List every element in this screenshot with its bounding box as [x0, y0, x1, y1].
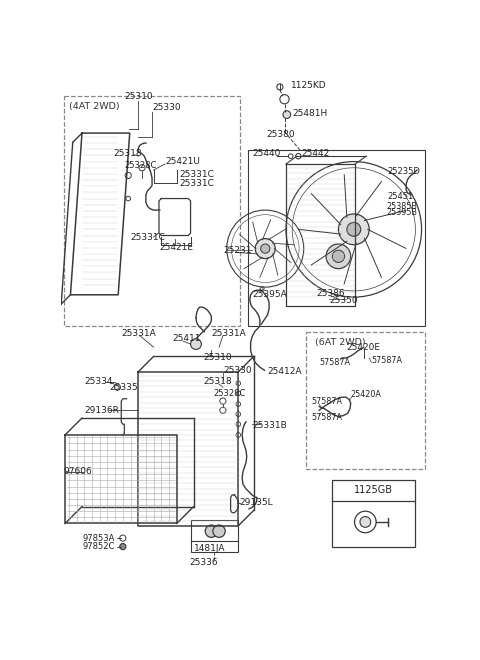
Text: 57587A: 57587A: [372, 356, 403, 365]
Text: 25440: 25440: [252, 149, 280, 158]
Text: 57587A: 57587A: [312, 397, 342, 405]
Text: 1125KD: 1125KD: [291, 81, 326, 90]
Text: 25412A: 25412A: [267, 368, 302, 376]
Text: 25331C: 25331C: [131, 232, 166, 242]
Text: 25336: 25336: [189, 558, 218, 567]
Bar: [248, 150, 425, 325]
Text: 25380: 25380: [266, 130, 295, 139]
Circle shape: [338, 214, 369, 245]
Circle shape: [220, 407, 226, 413]
Text: 25420A: 25420A: [350, 391, 381, 399]
Circle shape: [255, 239, 275, 259]
Text: 25318: 25318: [114, 149, 142, 158]
Text: 25420E: 25420E: [346, 343, 380, 352]
Circle shape: [296, 154, 301, 159]
Text: 25310: 25310: [204, 354, 232, 362]
Circle shape: [191, 339, 201, 350]
Text: 25328C: 25328C: [214, 389, 246, 398]
Text: 29136R: 29136R: [84, 406, 119, 414]
Text: 25481H: 25481H: [292, 109, 327, 117]
Circle shape: [205, 525, 217, 537]
Text: 25350: 25350: [329, 296, 358, 306]
Text: 25395B: 25395B: [386, 208, 417, 217]
Circle shape: [360, 517, 371, 527]
Text: 97852C: 97852C: [83, 542, 115, 551]
Text: 25310: 25310: [124, 92, 153, 101]
Bar: [306, 332, 425, 469]
Text: 25318: 25318: [204, 378, 232, 386]
Circle shape: [326, 244, 351, 269]
Circle shape: [347, 222, 361, 236]
Circle shape: [213, 525, 225, 537]
Text: 25331A: 25331A: [121, 329, 156, 338]
Circle shape: [114, 384, 120, 390]
Text: 25421U: 25421U: [165, 157, 200, 166]
Bar: [191, 519, 238, 552]
Text: 25330: 25330: [152, 104, 180, 112]
Text: 25331B: 25331B: [252, 421, 287, 430]
Text: 29135L: 29135L: [240, 498, 274, 507]
Bar: [332, 480, 415, 547]
Text: 25235D: 25235D: [387, 167, 420, 176]
Circle shape: [139, 165, 145, 171]
Circle shape: [220, 398, 226, 404]
Circle shape: [332, 250, 345, 263]
Text: 25330: 25330: [223, 366, 252, 375]
Text: (4AT 2WD): (4AT 2WD): [69, 102, 120, 112]
Circle shape: [283, 111, 291, 119]
Text: 25421E: 25421E: [160, 243, 194, 251]
Text: 25331C: 25331C: [179, 170, 214, 179]
Text: 25331C: 25331C: [179, 180, 214, 188]
Text: (6AT 2WD): (6AT 2WD): [315, 338, 366, 347]
Text: 97853A: 97853A: [83, 534, 115, 543]
Bar: [64, 96, 240, 325]
Circle shape: [120, 535, 126, 541]
Text: 1481JA: 1481JA: [193, 544, 225, 553]
Text: 25395A: 25395A: [252, 290, 287, 299]
Text: 25442: 25442: [301, 149, 330, 158]
Text: 25386: 25386: [317, 289, 346, 298]
Text: 25385B: 25385B: [386, 202, 417, 211]
Text: 25335: 25335: [109, 383, 138, 391]
Text: 1125GB: 1125GB: [354, 485, 393, 496]
Circle shape: [120, 543, 126, 550]
Circle shape: [261, 244, 270, 253]
Text: 97606: 97606: [63, 467, 92, 477]
Text: 25411: 25411: [173, 334, 201, 343]
Text: 25331A: 25331A: [211, 329, 246, 338]
Circle shape: [355, 511, 376, 533]
Text: 25231: 25231: [223, 246, 252, 255]
Text: 57587A: 57587A: [319, 358, 350, 367]
Text: 57587A: 57587A: [312, 414, 342, 422]
Text: 25334: 25334: [84, 378, 113, 386]
Text: 25328C: 25328C: [124, 161, 156, 170]
Text: 25451: 25451: [388, 192, 414, 201]
